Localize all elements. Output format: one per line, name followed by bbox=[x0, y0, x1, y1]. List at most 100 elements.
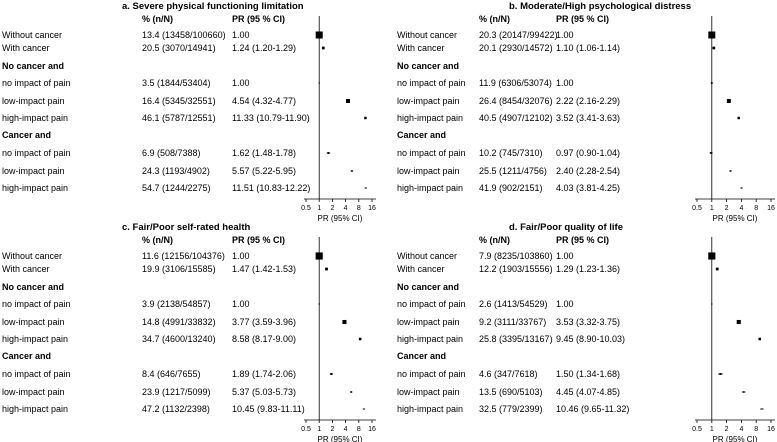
column-header-pr: PR (95 % CI) bbox=[232, 14, 285, 24]
row-pr: 1.00 bbox=[232, 78, 250, 88]
row-pct: 25.8 (3395/13167) bbox=[479, 334, 553, 344]
row-pr: 1.62 (1.48-1.78) bbox=[232, 148, 296, 158]
point-estimate bbox=[711, 303, 713, 305]
x-tick-label: 4 bbox=[739, 426, 743, 433]
x-axis-label: PR (95% CI) bbox=[713, 214, 758, 223]
x-axis-label: PR (95% CI) bbox=[318, 435, 363, 442]
x-tick-label: 2 bbox=[330, 426, 334, 433]
point-estimate bbox=[729, 170, 732, 172]
row-pr: 0.97 (0.90-1.04) bbox=[556, 148, 620, 158]
x-tick-label: 1 bbox=[317, 205, 321, 212]
x-tick-label: 16 bbox=[767, 426, 775, 433]
row-label: no impact of pain bbox=[397, 148, 466, 158]
row-label: Without cancer bbox=[397, 30, 457, 40]
row-pr: 9.45 (8.90-10.03) bbox=[556, 334, 625, 344]
row-label: high-impact pain bbox=[2, 404, 68, 414]
row-pr: 2.40 (2.28-2.54) bbox=[556, 166, 620, 176]
row-label: no impact of pain bbox=[397, 369, 466, 379]
row-pr: 3.53 (3.32-3.75) bbox=[556, 317, 620, 327]
panel-title: d. Fair/Poor quality of life bbox=[509, 222, 623, 233]
row-pr: 10.45 (9.83-11.11) bbox=[232, 404, 305, 414]
point-estimate bbox=[364, 116, 367, 120]
row-pct: 40.5 (4907/12102) bbox=[479, 113, 553, 123]
x-tick-label: 2 bbox=[725, 205, 729, 212]
x-tick-label: 4 bbox=[739, 205, 743, 212]
forest-panel-a: a. Severe physical functioning limitatio… bbox=[2, 1, 376, 223]
column-header-pr: PR (95 % CI) bbox=[556, 235, 609, 245]
point-estimate bbox=[710, 82, 713, 84]
point-estimate bbox=[350, 391, 352, 393]
row-pct: 34.7 (4600/13240) bbox=[142, 334, 216, 344]
row-label: high-impact pain bbox=[397, 334, 463, 344]
row-label: low-impact pain bbox=[397, 387, 460, 397]
x-tick-label: 0.5 bbox=[301, 426, 311, 433]
row-pct: 3.9 (2138/54857) bbox=[142, 299, 211, 309]
point-estimate bbox=[318, 82, 320, 84]
row-pr: 4.03 (3.81-4.25) bbox=[556, 183, 620, 193]
x-tick-label: 8 bbox=[357, 205, 361, 212]
row-label: Without cancer bbox=[2, 30, 62, 40]
row-label: no impact of pain bbox=[2, 78, 71, 88]
row-pr: 5.37 (5.03-5.73) bbox=[232, 387, 296, 397]
point-estimate bbox=[315, 252, 323, 260]
forest-panel-d: d. Fair/Poor quality of life % (n/N) PR (9… bbox=[397, 222, 775, 442]
point-estimate bbox=[761, 408, 763, 410]
row-pct: 9.2 (3111/33767) bbox=[479, 317, 546, 327]
group-header: Cancer and bbox=[397, 130, 446, 140]
row-pct: 41.9 (902/2151) bbox=[479, 183, 543, 193]
point-estimate bbox=[321, 46, 325, 50]
x-tick-label: 1 bbox=[710, 426, 714, 433]
x-tick-label: 16 bbox=[368, 205, 376, 212]
row-pr: 1.89 (1.74-2.06) bbox=[232, 369, 296, 379]
point-estimate bbox=[363, 408, 365, 410]
row-label: low-impact pain bbox=[2, 166, 65, 176]
point-estimate bbox=[710, 152, 713, 154]
group-header: No cancer and bbox=[397, 282, 459, 292]
row-pr: 2.22 (2.16-2.29) bbox=[556, 96, 620, 106]
row-pct: 19.9 (3106/15585) bbox=[142, 264, 216, 274]
row-pr: 1.47 (1.42-1.53) bbox=[232, 264, 296, 274]
row-pct: 54.7 (1244/2275) bbox=[142, 183, 211, 193]
row-label: high-impact pain bbox=[397, 183, 463, 193]
row-pr: 5.57 (5.22-5.95) bbox=[232, 166, 296, 176]
point-estimate bbox=[742, 391, 745, 393]
row-pct: 11.6 (12156/104376) bbox=[142, 251, 225, 261]
row-pr: 11.33 (10.79-11.90) bbox=[232, 113, 310, 123]
row-label: low-impact pain bbox=[2, 96, 65, 106]
point-estimate bbox=[327, 152, 330, 154]
x-axis-label: PR (95% CI) bbox=[713, 435, 758, 442]
row-pr: 1.00 bbox=[232, 30, 250, 40]
panel-title: b. Moderate/High psychological distress bbox=[509, 1, 691, 12]
row-pct: 13.4 (13458/100660) bbox=[142, 30, 226, 40]
row-label: no impact of pain bbox=[397, 78, 466, 88]
row-label: With cancer bbox=[2, 43, 50, 53]
row-pct: 20.5 (3070/14941) bbox=[142, 43, 216, 53]
row-pct: 20.1 (2930/14572) bbox=[479, 43, 553, 53]
row-pr: 11.51 (10.83-12.22) bbox=[232, 183, 310, 193]
row-pr: 1.29 (1.23-1.36) bbox=[556, 264, 620, 274]
point-estimate bbox=[715, 267, 719, 271]
point-estimate bbox=[318, 303, 320, 305]
point-estimate bbox=[351, 170, 353, 172]
point-estimate bbox=[758, 337, 762, 341]
forest-panel-c: c. Fair/Poor self-rated health % (n/N) PR … bbox=[2, 222, 376, 442]
row-pr: 1.50 (1.34-1.68) bbox=[556, 369, 620, 379]
row-label: no impact of pain bbox=[397, 299, 466, 309]
x-tick-label: 4 bbox=[344, 205, 348, 212]
x-tick-label: 8 bbox=[754, 426, 758, 433]
row-label: With cancer bbox=[397, 264, 445, 274]
point-estimate bbox=[315, 31, 323, 39]
row-pct: 47.2 (1132/2398) bbox=[142, 404, 210, 414]
row-pct: 16.4 (5345/32551) bbox=[142, 96, 216, 106]
x-tick-label: 16 bbox=[368, 426, 376, 433]
row-label: no impact of pain bbox=[2, 369, 71, 379]
row-label: no impact of pain bbox=[2, 299, 71, 309]
row-label: high-impact pain bbox=[2, 113, 68, 123]
row-label: high-impact pain bbox=[397, 113, 463, 123]
row-label: low-impact pain bbox=[397, 96, 460, 106]
row-label: high-impact pain bbox=[2, 334, 68, 344]
x-tick-label: 0.5 bbox=[692, 426, 702, 433]
x-tick-label: 2 bbox=[725, 426, 729, 433]
row-pct: 26.4 (8454/32076) bbox=[479, 96, 553, 106]
